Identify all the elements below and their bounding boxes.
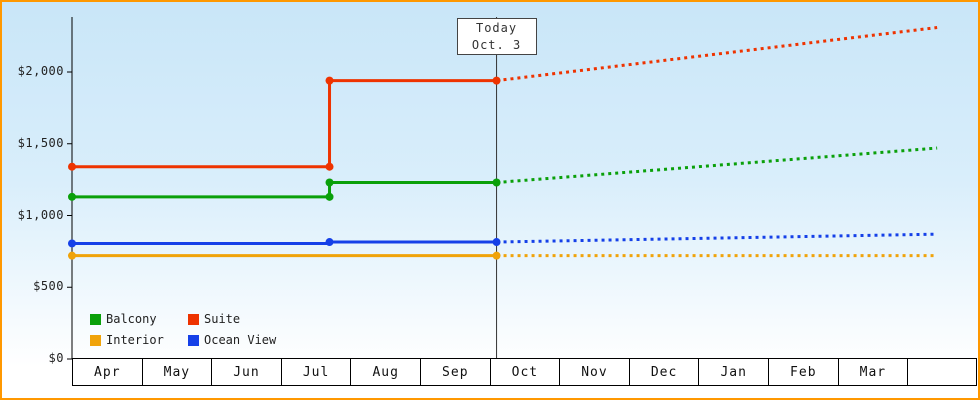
month-cell-may: May — [141, 358, 213, 386]
month-cell-apr: Apr — [72, 358, 143, 386]
series-line-past-ocean-view — [72, 240, 497, 245]
series-marker-balcony — [68, 192, 76, 201]
y-tick-label: $2,000 — [17, 64, 64, 78]
legend-swatch-ocean-view — [188, 334, 199, 346]
month-cell-oct: Oct — [489, 358, 561, 386]
series-line-future-suite — [496, 26, 938, 83]
y-tick-label: $0 — [48, 351, 64, 365]
y-tick-label: $500 — [33, 279, 64, 294]
legend-label-interior: Interior — [106, 333, 164, 347]
month-cell-empty — [907, 358, 977, 386]
month-cell-jul: Jul — [280, 358, 352, 386]
y-tick-label: $1,500 — [17, 135, 64, 150]
legend: Balcony Suite Interior Ocean View — [90, 312, 276, 347]
legend-swatch-interior — [90, 334, 101, 346]
month-cell-jan: Jan — [698, 358, 769, 386]
legend-label-suite: Suite — [204, 312, 241, 326]
series-line-future-ocean-view — [496, 232, 938, 244]
series-line-future-balcony — [496, 146, 938, 184]
legend-item-suite: Suite — [188, 312, 276, 326]
today-label-line2: Oct. 3 — [471, 37, 522, 52]
month-cell-dec: Dec — [628, 358, 700, 386]
series-marker-balcony — [325, 192, 334, 201]
legend-item-balcony: Balcony — [90, 312, 176, 326]
month-cell-aug: Aug — [350, 358, 421, 386]
legend-item-ocean-view: Ocean View — [188, 333, 276, 347]
series-marker-suite — [492, 76, 501, 85]
month-cell-nov: Nov — [559, 358, 630, 386]
series-marker-ocean-view — [68, 239, 76, 248]
today-label-box: Today Oct. 3 — [456, 18, 537, 55]
legend-label-balcony: Balcony — [106, 312, 157, 326]
y-tick-label: $1,000 — [17, 207, 64, 222]
series-marker-suite — [68, 162, 76, 171]
series-line-past-suite — [72, 79, 497, 169]
series-marker-balcony — [492, 178, 501, 187]
series-marker-interior — [492, 251, 501, 260]
legend-swatch-suite — [188, 313, 199, 325]
legend-swatch-balcony — [90, 313, 101, 325]
series-marker-suite — [325, 76, 334, 85]
legend-label-ocean-view: Ocean View — [204, 333, 277, 347]
legend-item-interior: Interior — [90, 333, 176, 347]
series-marker-balcony — [325, 178, 334, 187]
series-line-past-balcony — [72, 180, 497, 199]
month-cell-feb: Feb — [768, 358, 839, 386]
series-marker-interior — [68, 251, 76, 260]
month-cell-jun: Jun — [211, 358, 282, 386]
series-marker-suite — [325, 162, 334, 171]
month-cell-mar: Mar — [837, 358, 909, 386]
series-marker-ocean-view — [325, 238, 334, 247]
series-marker-ocean-view — [492, 238, 501, 247]
today-label-line1: Today — [475, 21, 518, 36]
month-cell-sep: Sep — [420, 358, 491, 386]
